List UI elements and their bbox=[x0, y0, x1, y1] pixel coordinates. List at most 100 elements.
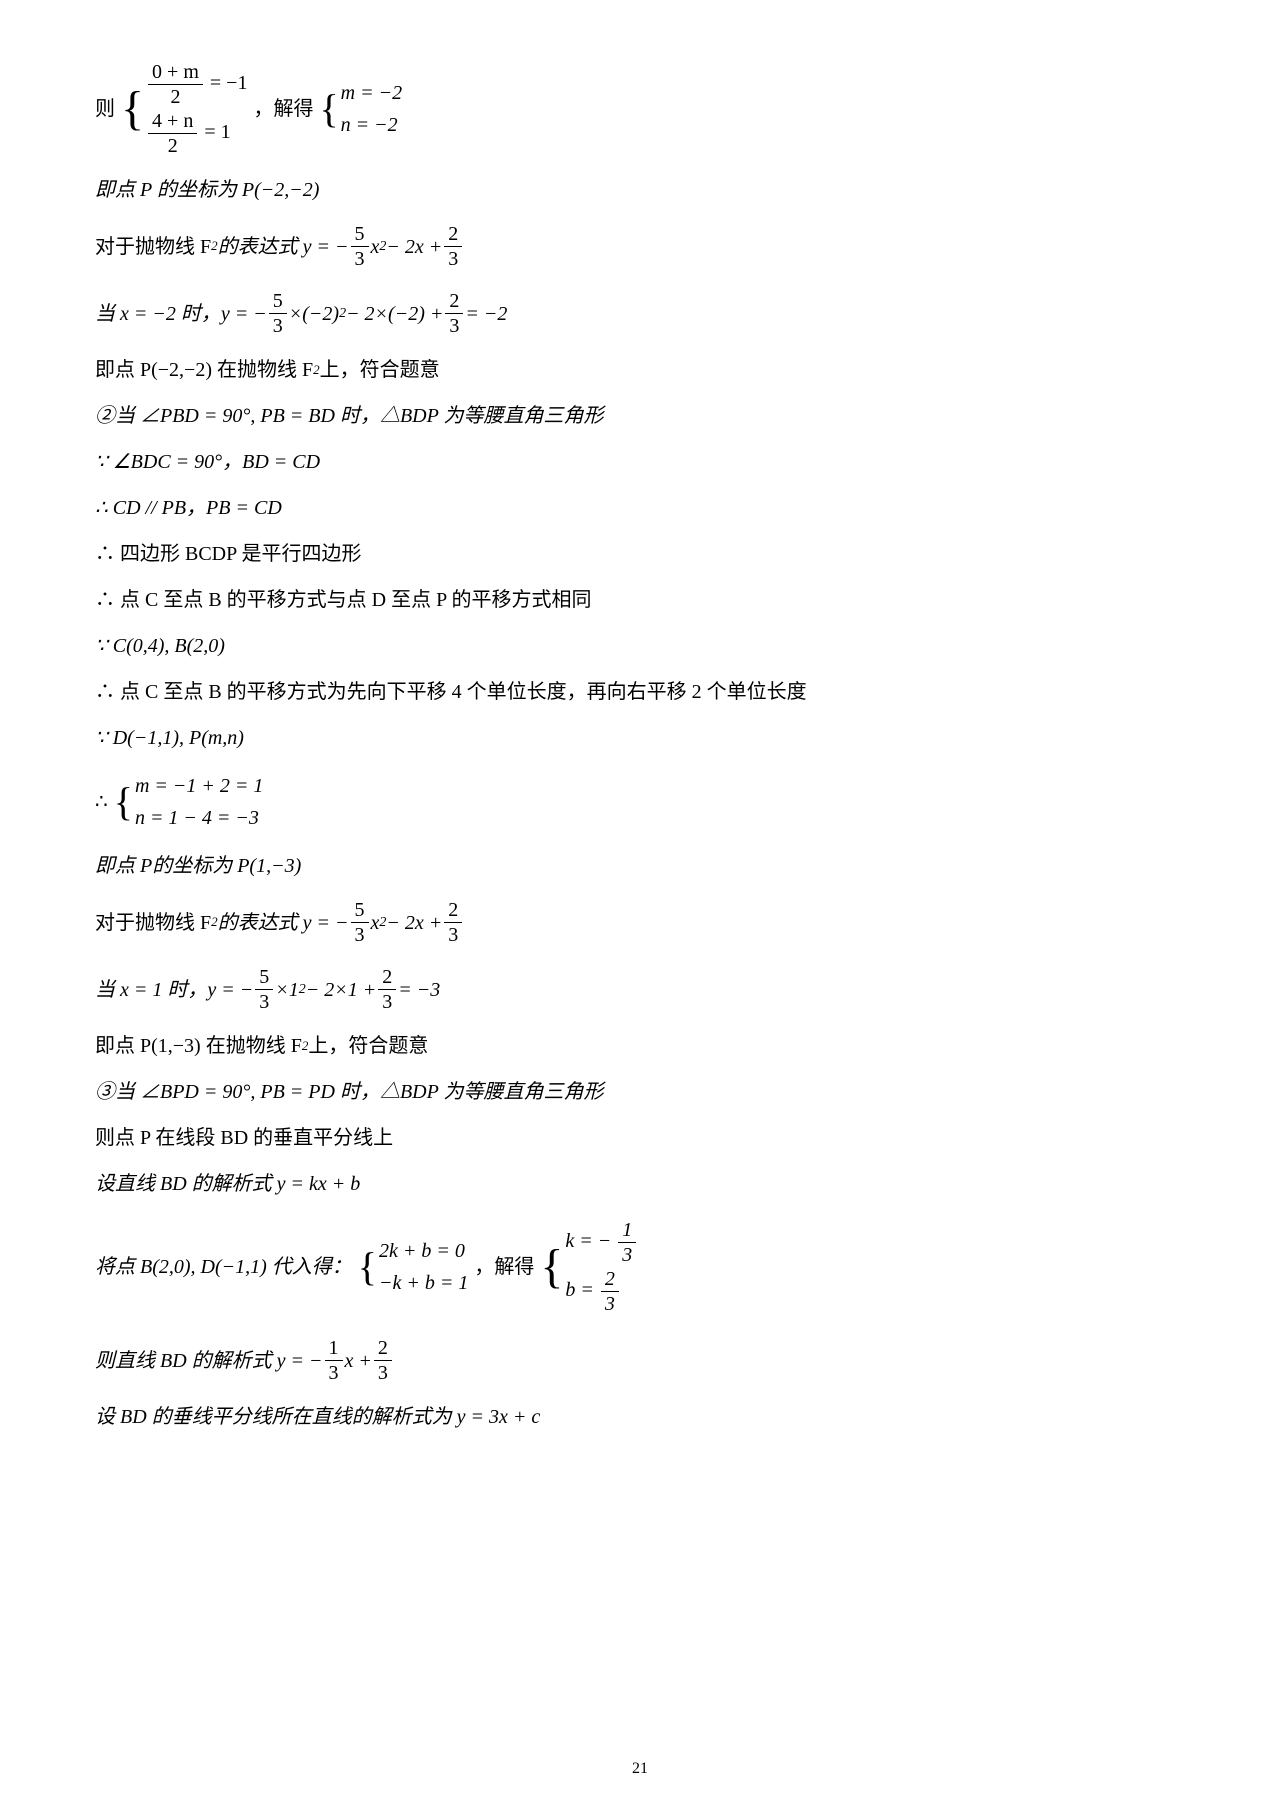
text: ×(−2) bbox=[289, 300, 339, 328]
brace-left: { 0 + m2 = −1 4 + n2 = 1 bbox=[121, 60, 247, 158]
text: 当 x = −2 时， bbox=[95, 300, 221, 328]
text: 的表达式 y = − bbox=[218, 233, 349, 261]
frac-num: 2 bbox=[445, 289, 463, 314]
superscript: 2 bbox=[299, 980, 306, 1000]
frac-den: 3 bbox=[255, 990, 273, 1014]
parabola-expr-line: 对于抛物线 F2 的表达式 y = − 53 x2 − 2x + 23 bbox=[95, 898, 1185, 947]
substitute-line: 将点 B(2,0), D(−1,1) 代入得： { 2k + b = 0 −k … bbox=[95, 1218, 1185, 1316]
rhs: = 1 bbox=[204, 121, 230, 143]
text: y = − bbox=[221, 300, 267, 328]
frac-den: 3 bbox=[601, 1292, 619, 1316]
text-line: 即点 P的坐标为 P(1,−3) bbox=[95, 852, 1185, 880]
text-line: 设直线 BD 的解析式 y = kx + b bbox=[95, 1170, 1185, 1198]
brace-right: { m = −2 n = −2 bbox=[319, 77, 402, 141]
frac-num: 2 bbox=[378, 965, 396, 990]
text: 的表达式 y = − bbox=[218, 909, 349, 937]
text: − 2×(−2) + bbox=[346, 300, 443, 328]
text-line: 即点 P(−2,−2) 在抛物线 F2 上，符合题意 bbox=[95, 356, 1185, 384]
text: ∴ CD // PB，PB = CD bbox=[95, 494, 282, 522]
text: 上，符合题意 bbox=[320, 356, 440, 384]
frac-den: 3 bbox=[445, 314, 463, 338]
calc-line: 当 x = 1 时， y = − 53 ×12 − 2×1 + 23 = −3 bbox=[95, 965, 1185, 1014]
text: ，解得 bbox=[253, 95, 313, 123]
frac-num: 5 bbox=[351, 222, 369, 247]
frac-den: 3 bbox=[618, 1243, 636, 1267]
text: ∵ C(0,4), B(2,0) bbox=[95, 632, 225, 660]
text-line: 则点 P 在线段 BD 的垂直平分线上 bbox=[95, 1124, 1185, 1152]
text-line: ∴ 点 C 至点 B 的平移方式为先向下平移 4 个单位长度，再向右平移 2 个… bbox=[95, 678, 1185, 706]
text: − 2x + bbox=[386, 909, 442, 937]
text-line: ∵ ∠BDC = 90°，BD = CD bbox=[95, 448, 1185, 476]
text: 则点 P 在线段 BD 的垂直平分线上 bbox=[95, 1124, 393, 1152]
text: = −2 bbox=[465, 300, 507, 328]
text: ③当 ∠BPD = 90°, PB = PD 时，△BDP 为等腰直角三角形 bbox=[95, 1078, 603, 1106]
text: − 2x + bbox=[386, 233, 442, 261]
frac-den: 3 bbox=[444, 923, 462, 947]
frac-den: 3 bbox=[374, 1361, 392, 1385]
superscript: 2 bbox=[339, 304, 346, 324]
frac-den: 2 bbox=[164, 134, 182, 158]
frac-num: 2 bbox=[444, 222, 462, 247]
text: 则 bbox=[95, 95, 115, 123]
frac-num: 5 bbox=[255, 965, 273, 990]
eq-2: −k + b = 1 bbox=[379, 1267, 468, 1299]
eq-1: 2k + b = 0 bbox=[379, 1235, 468, 1267]
frac-num: 2 bbox=[444, 898, 462, 923]
text: 将点 B(2,0), D(−1,1) 代入得： bbox=[95, 1253, 352, 1281]
result-2: n = −2 bbox=[341, 109, 402, 141]
text: ∵ D(−1,1), P(m,n) bbox=[95, 724, 244, 752]
text-line: ∵ C(0,4), B(2,0) bbox=[95, 632, 1185, 660]
text-line: ③当 ∠BPD = 90°, PB = PD 时，△BDP 为等腰直角三角形 bbox=[95, 1078, 1185, 1106]
frac-num: 4 + n bbox=[148, 109, 197, 134]
text-line: ②当 ∠PBD = 90°, PB = BD 时，△BDP 为等腰直角三角形 bbox=[95, 402, 1185, 430]
text: x bbox=[371, 233, 380, 261]
text: 即点 P 的坐标为 P(−2,−2) bbox=[95, 176, 319, 204]
text-line: ∴ 点 C 至点 B 的平移方式与点 D 至点 P 的平移方式相同 bbox=[95, 586, 1185, 614]
calc-line: 当 x = −2 时， y = − 53 ×(−2)2 − 2×(−2) + 2… bbox=[95, 289, 1185, 338]
frac-den: 3 bbox=[269, 314, 287, 338]
rhs: = −1 bbox=[210, 72, 248, 94]
brace-line: ∴ { m = −1 + 2 = 1 n = 1 − 4 = −3 bbox=[95, 770, 1185, 834]
text: ∴ 四边形 BCDP 是平行四边形 bbox=[95, 540, 362, 568]
text-line: ∵ D(−1,1), P(m,n) bbox=[95, 724, 1185, 752]
result-2: n = 1 − 4 = −3 bbox=[135, 802, 263, 834]
text-line: 即点 P 的坐标为 P(−2,−2) bbox=[95, 176, 1185, 204]
text: = −3 bbox=[398, 976, 440, 1004]
text: ②当 ∠PBD = 90°, PB = BD 时，△BDP 为等腰直角三角形 bbox=[95, 402, 603, 430]
text: 则直线 BD 的解析式 y = − bbox=[95, 1347, 323, 1375]
frac-num: 0 + m bbox=[148, 60, 203, 85]
frac-den: 3 bbox=[444, 247, 462, 271]
frac-den: 3 bbox=[351, 247, 369, 271]
superscript: 2 bbox=[379, 237, 386, 257]
frac-num: 1 bbox=[618, 1218, 636, 1243]
text: 对于抛物线 F bbox=[95, 233, 211, 261]
text: 即点 P的坐标为 P(1,−3) bbox=[95, 852, 301, 880]
text-line: ∴ CD // PB，PB = CD bbox=[95, 494, 1185, 522]
text: − 2×1 + bbox=[306, 976, 377, 1004]
text: k = − bbox=[565, 1230, 611, 1252]
text: 设直线 BD 的解析式 y = kx + b bbox=[95, 1170, 360, 1198]
text: ∵ ∠BDC = 90°，BD = CD bbox=[95, 448, 320, 476]
text-line: ∴ 四边形 BCDP 是平行四边形 bbox=[95, 540, 1185, 568]
parabola-expr-line: 对于抛物线 F2 的表达式 y = − 53 x2 − 2x + 23 bbox=[95, 222, 1185, 271]
text: b = bbox=[565, 1279, 599, 1301]
text: 设 BD 的垂线平分线所在直线的解析式为 y = 3x + c bbox=[95, 1403, 540, 1431]
equation-line-1: 则 { 0 + m2 = −1 4 + n2 = 1 ，解得 { m = −2 … bbox=[95, 60, 1185, 158]
text: 当 x = 1 时， bbox=[95, 976, 207, 1004]
text: ×1 bbox=[275, 976, 299, 1004]
frac-num: 5 bbox=[269, 289, 287, 314]
frac-num: 2 bbox=[374, 1336, 392, 1361]
frac-den: 3 bbox=[351, 923, 369, 947]
text: ∴ 点 C 至点 B 的平移方式与点 D 至点 P 的平移方式相同 bbox=[95, 586, 592, 614]
line-bd-expr: 则直线 BD 的解析式 y = − 13 x + 23 bbox=[95, 1336, 1185, 1385]
text: x bbox=[371, 909, 380, 937]
text-line: 即点 P(1,−3) 在抛物线 F2 上，符合题意 bbox=[95, 1032, 1185, 1060]
text: x + bbox=[345, 1347, 372, 1375]
frac-den: 2 bbox=[166, 85, 184, 109]
text: y = − bbox=[207, 976, 253, 1004]
text: 即点 P(1,−3) 在抛物线 F bbox=[95, 1032, 302, 1060]
result-1: m = −1 + 2 = 1 bbox=[135, 770, 263, 802]
superscript: 2 bbox=[379, 913, 386, 933]
frac-num: 1 bbox=[325, 1336, 343, 1361]
text: 上，符合题意 bbox=[308, 1032, 428, 1060]
